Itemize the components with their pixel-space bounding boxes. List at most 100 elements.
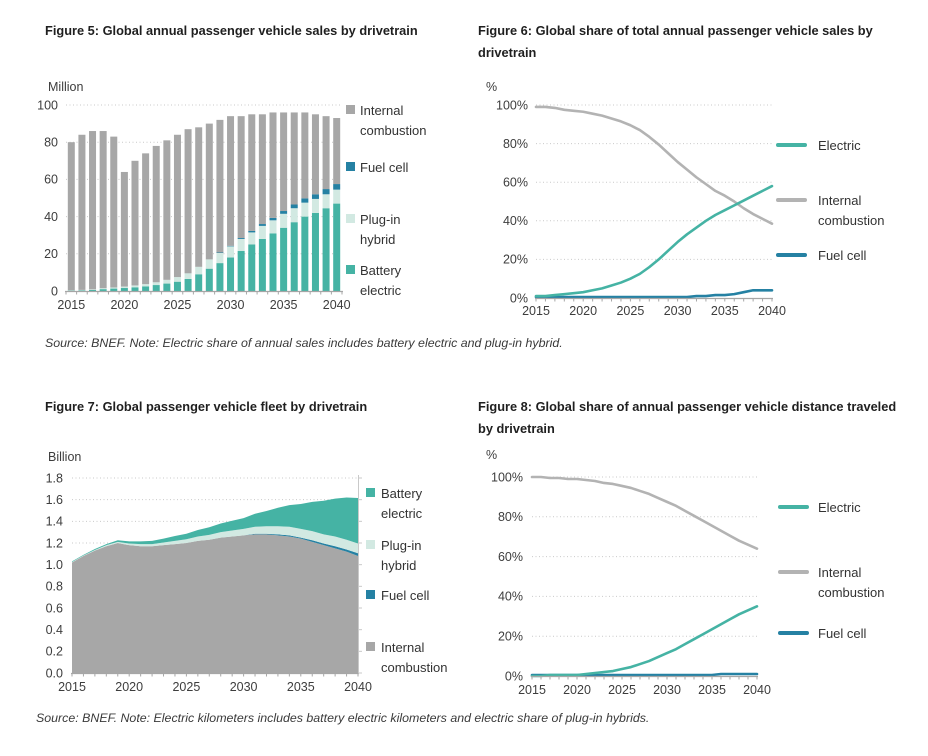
y-tick-label: 80% [503, 137, 528, 151]
bar-segment [269, 220, 277, 234]
bar-segment [142, 284, 150, 287]
figure7-unit-label: Billion [48, 450, 82, 464]
x-tick-label: 2025 [164, 298, 192, 312]
bar-segment [120, 286, 128, 289]
internal-combustion-line [530, 475, 759, 550]
internal-combustion-legend-label: Internal combustion [818, 193, 885, 228]
bar-segment [131, 160, 139, 286]
y-tick-label: 60 [44, 173, 58, 187]
fuel-cell-bars [216, 184, 341, 253]
bar-segment [216, 263, 224, 291]
fuel-cell-line [534, 288, 774, 299]
y-tick-label: 0.4 [46, 623, 63, 637]
bar-segment [110, 288, 118, 291]
bar-segment [227, 246, 235, 258]
y-tick-label: 20% [498, 630, 523, 644]
bar-segment [163, 140, 171, 280]
bar-segment [290, 112, 298, 205]
bar-segment [290, 208, 298, 223]
bar-segment [333, 189, 341, 204]
battery-electric-area [72, 497, 358, 562]
bar-segment [216, 119, 224, 253]
x-tick-label: 2035 [711, 304, 739, 318]
bar-segment [237, 116, 245, 238]
x-tick-label: 2015 [518, 683, 546, 697]
bar-segment [120, 288, 128, 291]
y-tick-label: 1.4 [46, 515, 63, 529]
bar-segment [67, 290, 75, 291]
y-tick-label: 1.6 [46, 493, 63, 507]
x-tick-label: 2030 [217, 298, 245, 312]
electric-legend-label: Electric [818, 500, 861, 515]
figure8-unit-label: % [486, 448, 498, 462]
bar-segment [163, 279, 171, 284]
bar-segment [269, 112, 277, 218]
y-tick-label: 0.0 [46, 666, 63, 680]
bar-segment [322, 189, 330, 195]
bar-segment [110, 287, 118, 289]
bar-segment [290, 204, 298, 209]
bar-segment [99, 288, 107, 290]
x-tick-label: 2035 [287, 680, 315, 694]
y-tick-label: 100% [496, 98, 528, 112]
bar-segment [269, 233, 277, 291]
plug-in-hybrid-legend-label: Plug-in hybrid [360, 212, 401, 247]
bar-segment [131, 287, 139, 291]
bar-segment [322, 194, 330, 209]
bar-segment [184, 278, 192, 291]
bar-segment [258, 224, 266, 226]
bar-segment [184, 129, 192, 274]
bar-segment [78, 290, 86, 291]
internal-combustion-legend-label: Internal combustion [381, 640, 448, 675]
bar-segment [280, 213, 288, 228]
figure-8-chart: 0% 20% 40% 60% 80% 100% 2015 2020 2025 2030 2035 20… [491, 470, 771, 697]
electric-line [534, 184, 774, 298]
bar-segment [333, 203, 341, 291]
x-tick-label: 2015 [58, 680, 86, 694]
internal-combustion-legend-swatch [778, 570, 809, 574]
bar-segment [89, 289, 97, 290]
bar-segment [195, 266, 203, 275]
source-note-bottom: Source: BNEF. Note: Electric kilometers … [36, 711, 650, 725]
figure5-title: Figure 5: Global annual passenger vehicl… [45, 23, 418, 38]
internal-combustion-legend-label: Internal combustion [818, 565, 885, 600]
y-tick-label: 100% [491, 470, 523, 484]
plug-in-hybrid-legend-swatch [346, 214, 355, 223]
y-tick-label: 60% [498, 550, 523, 564]
plug-in-hybrid-area [72, 526, 358, 563]
fuel-cell-legend-label: Fuel cell [381, 588, 430, 603]
bar-segment [99, 131, 107, 289]
y-tick-label: 20 [44, 247, 58, 261]
bar-segment [311, 212, 319, 291]
bar-segment [216, 252, 224, 253]
figure6-title: Figure 6: Global share of total annual p… [478, 23, 873, 60]
internal-combustion-legend-label: Internal combustion [360, 103, 427, 138]
source-note-top: Source: BNEF. Note: Electric share of an… [45, 336, 563, 350]
bar-segment [333, 118, 341, 185]
internal-combustion-bars [67, 112, 341, 291]
y-tick-label: 20% [503, 253, 528, 267]
figure-6-chart: 0% 20% 40% 60% 80% 100% 2015 2020 2025 2030 2035 20… [496, 98, 786, 318]
bar-segment [173, 277, 181, 282]
x-tick-label: 2040 [344, 680, 372, 694]
fuel-cell-legend-swatch [776, 253, 807, 257]
x-tick-label: 2025 [616, 304, 644, 318]
figure7-title: Figure 7: Global passenger vehicle fleet… [45, 399, 368, 414]
bar-segment [280, 112, 288, 212]
bar-segment [258, 114, 266, 225]
bar-segment [301, 198, 309, 203]
y-tick-label: 100 [37, 98, 58, 112]
bar-segment [173, 134, 181, 278]
internal-combustion-area [72, 534, 358, 673]
bar-segment [311, 198, 319, 213]
internal-combustion-legend-swatch [776, 198, 807, 202]
y-tick-label: 80% [498, 510, 523, 524]
bar-segment [237, 251, 245, 291]
x-tick-label: 2020 [115, 680, 143, 694]
bar-segment [142, 286, 150, 291]
bar-segment [89, 289, 97, 291]
fuel-cell-legend-swatch [366, 590, 375, 599]
bar-segment [195, 127, 203, 267]
plug-in-hybrid-bars [67, 189, 341, 291]
bar-segment [120, 171, 128, 287]
